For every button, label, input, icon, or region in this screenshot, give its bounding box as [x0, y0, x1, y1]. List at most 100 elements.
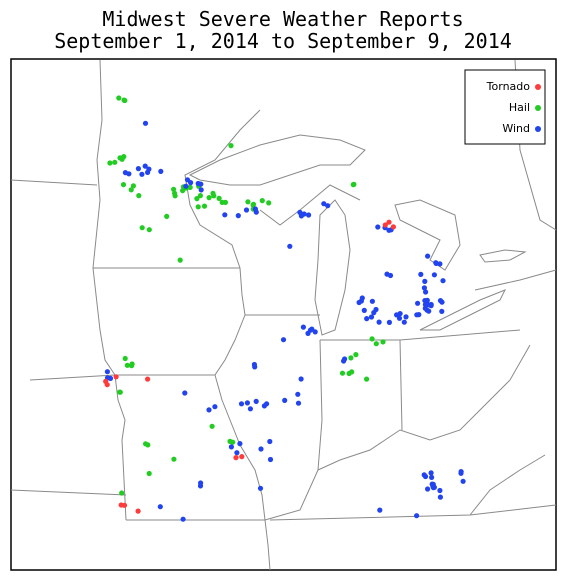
hail-report: [201, 203, 208, 209]
hail-report: [172, 190, 178, 196]
wind-report: [418, 271, 424, 277]
hail-report: [139, 225, 145, 231]
hail-report: [216, 195, 222, 201]
hail-report: [121, 97, 127, 103]
wind-report: [368, 314, 375, 320]
wind-report: [142, 163, 148, 169]
wind-report: [282, 397, 288, 403]
tornado-report: [382, 222, 388, 228]
wind-report: [403, 314, 409, 320]
wind-report: [198, 480, 204, 486]
tornado-report: [113, 374, 119, 380]
wind-report: [458, 470, 464, 476]
wind-report: [384, 271, 390, 277]
wind-report: [364, 316, 370, 322]
wind-report: [206, 407, 212, 413]
wind-report: [429, 474, 435, 480]
wind-report: [235, 213, 241, 219]
hail-report: [339, 370, 346, 376]
hail-report: [364, 376, 370, 382]
wind-report: [305, 330, 311, 336]
wind-report: [376, 319, 382, 325]
tornado-report: [239, 454, 245, 460]
wind-report: [431, 484, 437, 490]
wind-report: [252, 206, 258, 212]
tornado-report: [386, 219, 392, 225]
wind-report: [439, 308, 445, 314]
legend-box: [464, 69, 546, 145]
hail-report: [380, 339, 386, 345]
hail-report: [164, 213, 170, 219]
wind-report: [421, 285, 427, 291]
wind-report: [198, 181, 204, 187]
wind-report: [243, 207, 250, 213]
wind-report: [414, 513, 420, 519]
wind-report: [431, 272, 437, 278]
wind-report: [139, 171, 145, 177]
wind-report: [425, 486, 431, 492]
wind-report: [426, 308, 432, 314]
wind-report: [295, 391, 301, 397]
wind-report: [437, 261, 443, 267]
wind-report: [309, 326, 315, 332]
wind-report: [267, 438, 273, 445]
wind-report: [422, 302, 428, 308]
wind-report: [422, 473, 429, 480]
wind-report: [180, 516, 186, 522]
legend-label: Wind: [502, 122, 530, 135]
wind-report: [135, 166, 141, 172]
wind-report: [437, 494, 443, 500]
hail-report: [369, 336, 375, 342]
hail-report: [227, 438, 233, 444]
hail-report: [128, 187, 134, 193]
hail-report: [197, 193, 203, 199]
wind-report: [369, 298, 375, 304]
wind-report: [234, 450, 240, 456]
wind-report: [423, 289, 429, 295]
wind-report: [437, 487, 443, 494]
hail-report: [112, 159, 118, 165]
hail-report: [228, 143, 234, 149]
hail-report: [171, 186, 177, 192]
hail-report: [245, 199, 251, 205]
wind-report: [373, 306, 379, 313]
tornado-report: [145, 376, 151, 382]
wind-report: [321, 201, 327, 207]
hail-report: [349, 369, 355, 375]
wind-report: [280, 337, 287, 343]
wind-report: [247, 406, 253, 412]
wind-report: [142, 120, 149, 126]
hail-report: [117, 389, 123, 395]
hail-report: [116, 95, 122, 101]
hail-report: [194, 196, 200, 202]
hail-report: [122, 355, 128, 362]
wind-report: [428, 470, 434, 476]
wind-report: [428, 303, 434, 309]
hail-report: [373, 341, 379, 347]
wind-report: [359, 295, 365, 301]
wind-report: [222, 212, 228, 218]
wind-report: [252, 364, 258, 370]
wind-report: [375, 224, 381, 230]
hail-report: [353, 352, 359, 358]
hail-report: [206, 195, 212, 201]
hail-report: [120, 182, 127, 188]
legend-marker: [535, 84, 541, 90]
wind-report: [342, 356, 348, 362]
hail-report: [124, 362, 130, 368]
legend: Tornado Hail Wind: [486, 80, 541, 135]
tornado-report: [121, 502, 128, 508]
wind-report: [298, 376, 304, 382]
wind-report: [104, 369, 110, 375]
wind-report: [212, 404, 218, 410]
hail-report: [259, 198, 265, 204]
hail-report: [209, 423, 215, 429]
hail-report: [266, 200, 272, 206]
hail-report: [348, 355, 354, 361]
wind-report: [396, 315, 403, 321]
hail-report: [219, 199, 225, 205]
hail-report: [195, 204, 201, 210]
hail-report: [117, 155, 123, 161]
hail-report: [107, 160, 113, 166]
wind-report: [361, 307, 367, 313]
